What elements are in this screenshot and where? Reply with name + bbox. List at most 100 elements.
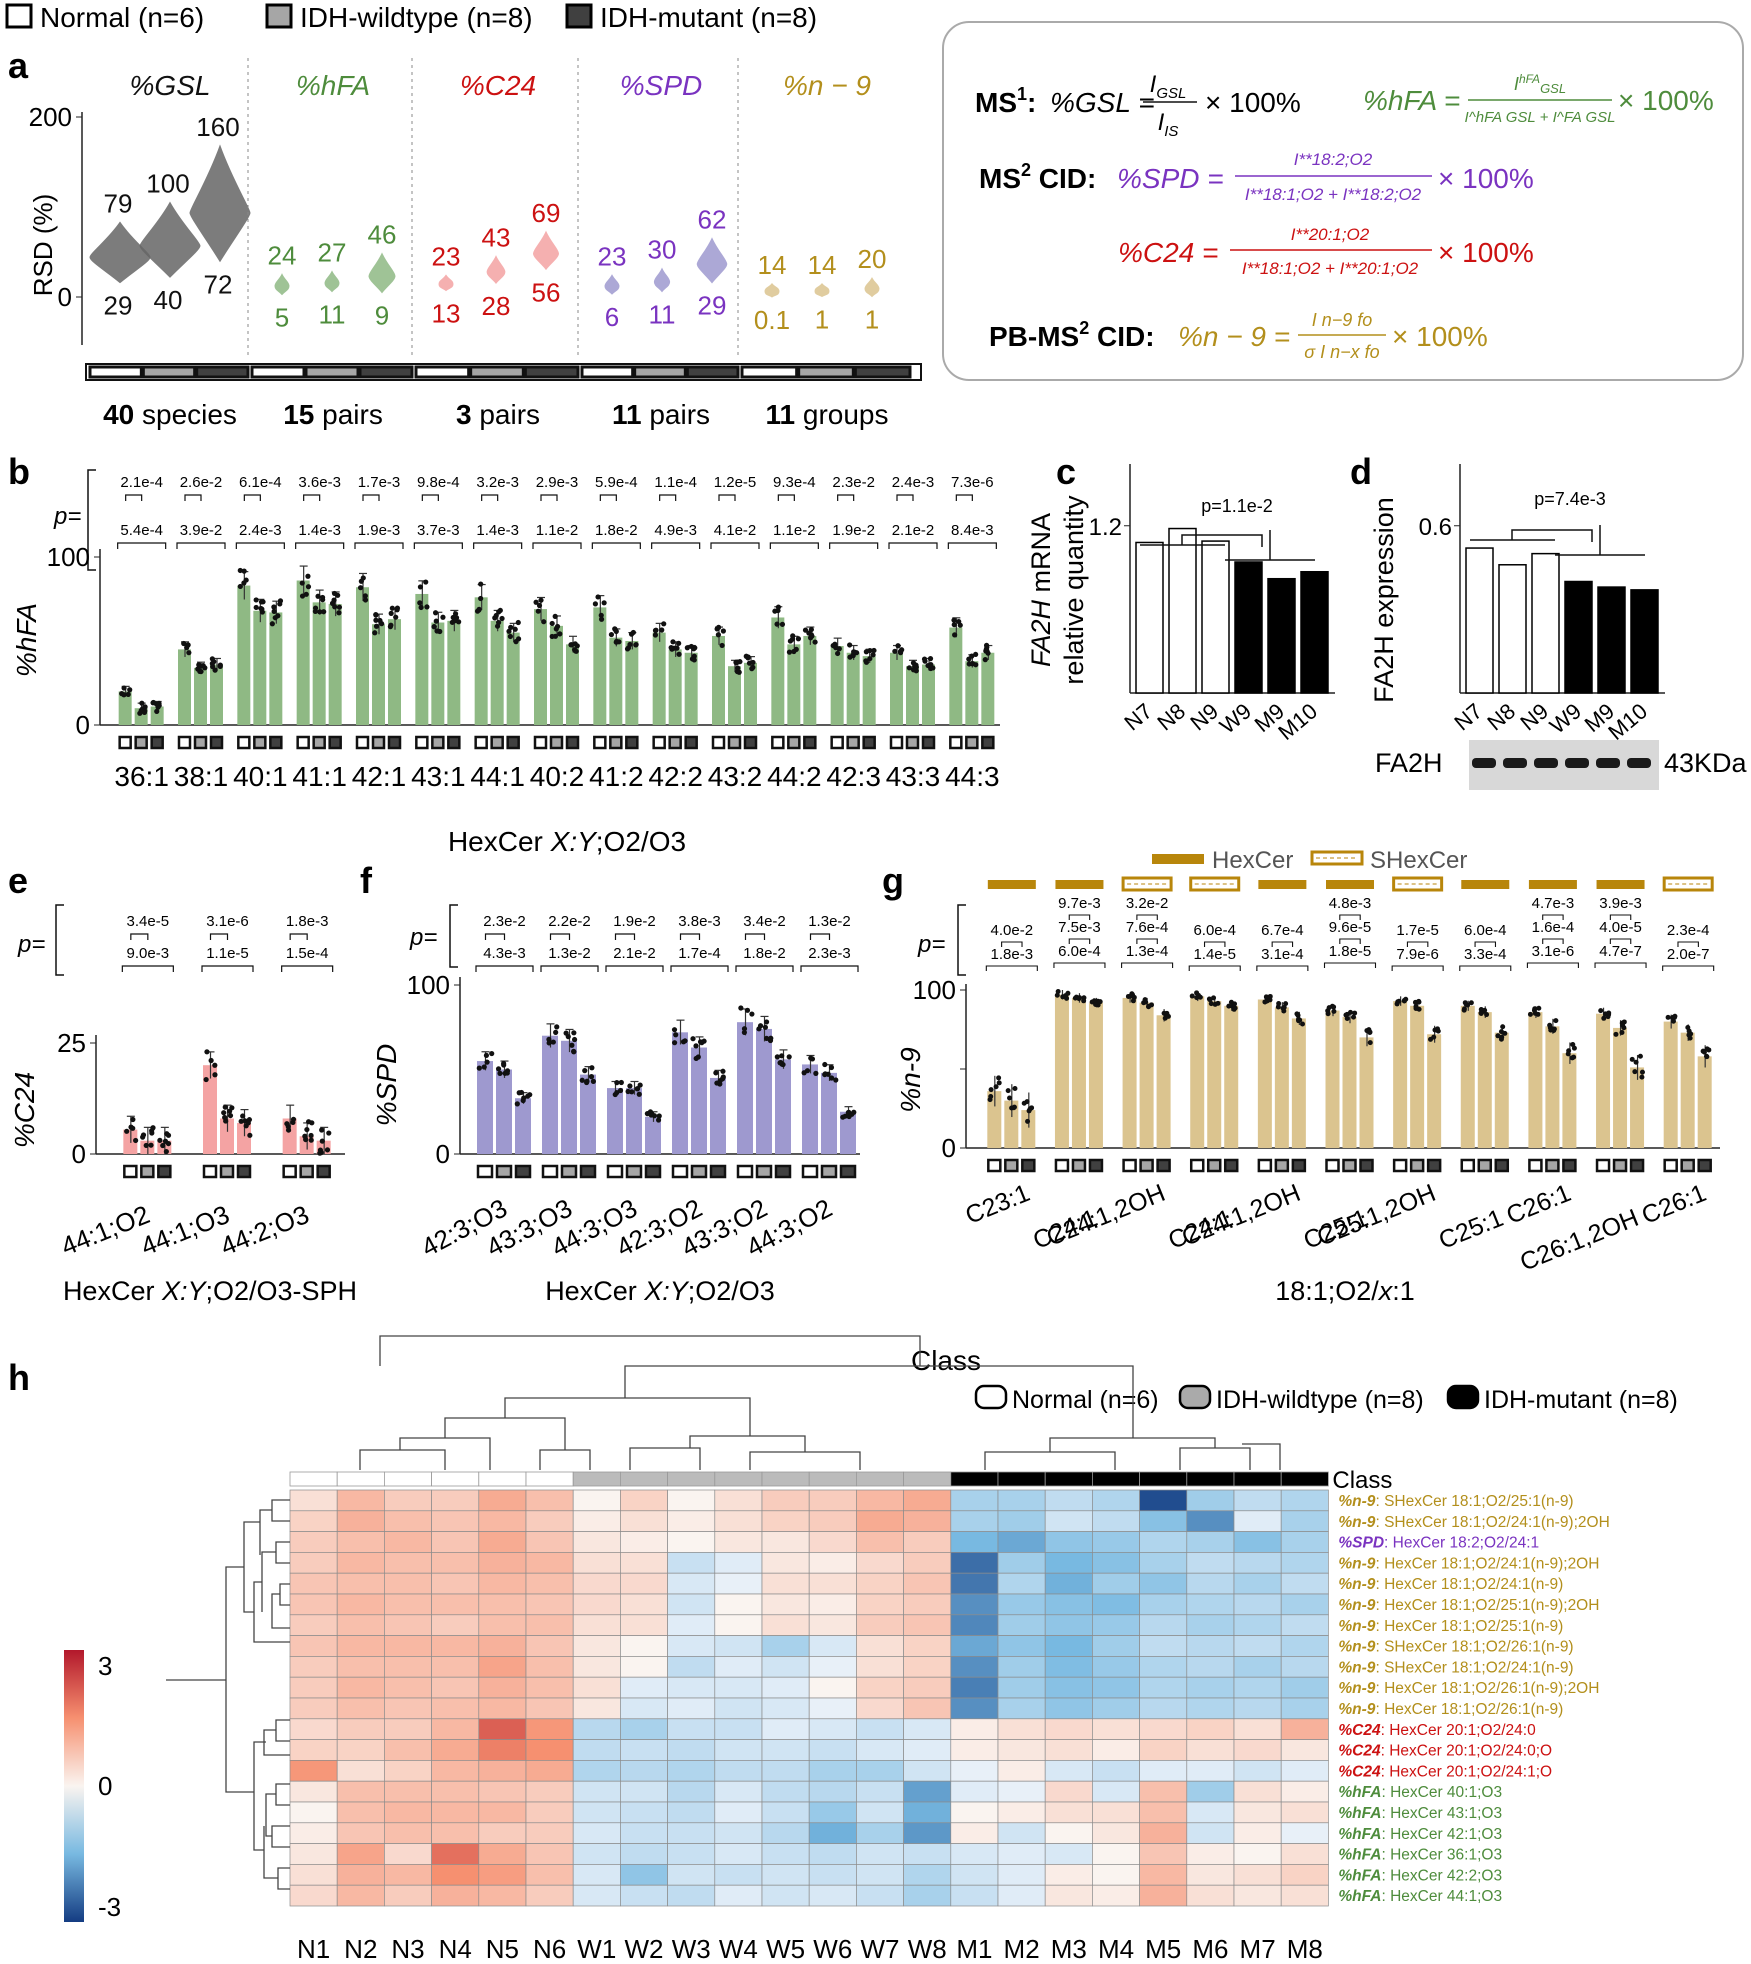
data-point	[440, 614, 446, 620]
data-point	[661, 621, 667, 627]
heatmap-cell	[478, 1843, 527, 1865]
row-label: %hFA: HexCer 44:1;O3	[1338, 1888, 1502, 1905]
data-point	[870, 652, 876, 658]
p-bracket	[243, 494, 261, 501]
bar	[431, 622, 445, 725]
data-point	[377, 617, 383, 624]
gsl-numerator: IGSL	[1150, 71, 1187, 102]
heatmap-cell	[1044, 1531, 1093, 1553]
bar	[1597, 586, 1626, 694]
data-point	[186, 650, 192, 656]
category-label: C23:1	[961, 1179, 1033, 1230]
bar	[862, 656, 876, 725]
data-point	[1296, 1016, 1302, 1022]
data-point	[394, 605, 401, 611]
class-cell	[856, 1471, 905, 1487]
group-title: %C24	[460, 70, 536, 101]
heatmap-cell	[336, 1884, 385, 1907]
row-label: %n-9: HexCer 18:1;O2/25:1(n-9)	[1338, 1618, 1563, 1635]
p-value-label: 1.1e-5	[206, 945, 249, 962]
group-key-box	[560, 1164, 578, 1179]
bar	[1613, 1027, 1628, 1148]
data-point	[812, 639, 818, 645]
class-row-label: Class	[1332, 1467, 1392, 1494]
heatmap-cell	[856, 1780, 904, 1803]
heatmap-cell	[856, 1822, 904, 1844]
violin-min-label: 0.1	[754, 305, 790, 335]
heatmap-cell	[856, 1739, 904, 1761]
group-strip-cell	[740, 365, 799, 379]
row-prefix: %n-9	[1338, 1576, 1375, 1593]
group-strip-cell	[797, 365, 855, 379]
heatmap-cell	[1186, 1676, 1235, 1699]
bar	[388, 619, 401, 725]
data-point	[150, 1125, 156, 1131]
data-point	[481, 1064, 487, 1070]
row-colon: :	[1375, 1659, 1384, 1676]
violin	[324, 270, 340, 293]
column-dendrogram	[689, 1435, 806, 1452]
row-colon: :	[1375, 1701, 1384, 1718]
heatmap-cell	[1044, 1635, 1093, 1657]
p-value-label: 1.1e-2	[773, 522, 816, 539]
heatmap-cell	[714, 1864, 763, 1886]
data-point	[847, 642, 853, 648]
colorbar-tick-label: 0	[98, 1771, 112, 1801]
heatmap-cell	[950, 1676, 999, 1699]
group-key-box	[830, 735, 844, 750]
p-bracket	[670, 965, 729, 972]
heatmap-cell	[997, 1739, 1046, 1761]
p-value-label: 1.1e-4	[654, 474, 697, 491]
violin-max-label: 69	[532, 198, 561, 228]
group-key-box	[736, 1164, 754, 1179]
group-key-box	[490, 735, 504, 750]
heatmap-cell	[1233, 1864, 1282, 1886]
data-point	[432, 610, 439, 616]
violin-max-label: 20	[858, 244, 887, 274]
group-key-box	[253, 735, 267, 750]
heatmap-cell	[903, 1676, 952, 1699]
heatmap-cell	[620, 1780, 668, 1803]
data-point	[1535, 1011, 1541, 1017]
bar	[771, 617, 785, 725]
p-value-label: 1.4e-3	[298, 522, 341, 539]
blot-band	[1596, 758, 1620, 768]
heatmap-cell	[903, 1510, 952, 1532]
p-bracket	[744, 933, 766, 940]
row-dendrogram	[275, 1541, 290, 1564]
panel-f: fp=%SPD100042:3;O32.3e-24.3e-343:3;O32.2…	[360, 860, 860, 1306]
p-value-label: 3.1e-6	[1532, 943, 1575, 960]
row-name: HexCer 18:2;O2/24:1	[1393, 1535, 1539, 1552]
group-key-box	[771, 735, 785, 750]
group-key-box	[787, 735, 801, 750]
ms2-text: MS	[979, 163, 1021, 194]
row-colon: :	[1381, 1784, 1390, 1801]
p-bracket	[809, 933, 831, 940]
data-point	[1598, 1008, 1604, 1014]
data-point	[324, 1147, 331, 1153]
heatmap-cell	[808, 1552, 857, 1574]
data-point	[802, 627, 809, 633]
p-bracket	[591, 542, 641, 549]
p-bracket	[362, 494, 380, 501]
p-value-label: 3.4e-5	[127, 913, 170, 930]
data-point	[1605, 1014, 1611, 1020]
row-prefix: %hFA	[1338, 1867, 1381, 1884]
violin	[189, 144, 251, 263]
heatmap-cell	[431, 1593, 480, 1616]
y-tick-label: 0	[436, 1139, 450, 1169]
heatmap-cell	[950, 1864, 999, 1886]
heatmap-cell	[1139, 1489, 1188, 1512]
data-point	[659, 627, 665, 633]
p-value-label: 1.9e-2	[832, 522, 875, 539]
heatmap-cell	[384, 1656, 432, 1678]
data-point	[1619, 1030, 1625, 1036]
p-value-label: 6.0e-4	[1058, 943, 1101, 960]
data-point	[305, 584, 312, 590]
bar	[1168, 527, 1197, 694]
violin-min-label: 5	[275, 303, 289, 333]
p-value-label: 3.3e-4	[1464, 946, 1507, 963]
bar	[1004, 1100, 1019, 1148]
data-point	[552, 613, 558, 619]
p-value-label: 1.8e-3	[991, 946, 1034, 963]
